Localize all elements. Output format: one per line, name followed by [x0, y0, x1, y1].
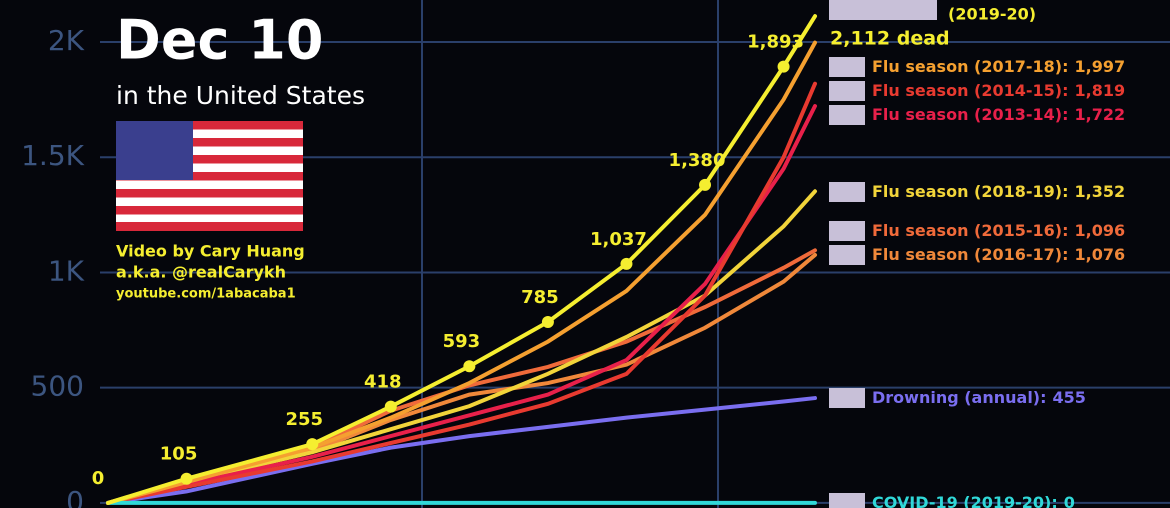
legend-name: Flu season (2018-19):	[872, 182, 1068, 201]
legend-label: Flu season (2018-19): 1,352	[872, 182, 1125, 201]
legend-name: COVID-19 (2019-20):	[872, 493, 1058, 508]
headline: Dec 10	[116, 9, 323, 72]
legend-label: COVID-19 (2019-20): 0	[872, 493, 1075, 508]
end-label: (2019-20)	[948, 5, 1036, 24]
legend-name: Flu season (2013-14):	[872, 105, 1068, 124]
legend-name: Flu season (2014-15):	[872, 81, 1068, 100]
legend-label: Flu season (2014-15): 1,819	[872, 81, 1125, 100]
legend-value: 0	[1064, 493, 1075, 508]
legend-name: Flu season (2016-17):	[872, 245, 1068, 264]
legend-icon	[829, 221, 865, 241]
point	[541, 315, 554, 328]
legend-icon	[829, 0, 937, 20]
legend-value: 1,997	[1074, 57, 1125, 76]
value-label: 2,112 dead	[830, 28, 950, 50]
point	[384, 400, 397, 413]
series-line	[106, 81, 817, 505]
legend-value: 1,096	[1074, 221, 1125, 240]
value-label: 1,037	[590, 229, 647, 250]
series-line	[106, 40, 817, 505]
legend-label: Flu season (2016-17): 1,076	[872, 245, 1125, 264]
value-label: 0	[92, 468, 105, 489]
legend-icon	[829, 182, 865, 202]
point	[463, 360, 476, 373]
legend-icon	[829, 388, 865, 408]
credit: a.k.a. @realCarykh	[116, 263, 286, 282]
legend-icon	[829, 493, 865, 508]
legend-value: 1,076	[1074, 245, 1125, 264]
y-tick-label: 500	[31, 370, 84, 403]
legend-label: Flu season (2017-18): 1,997	[872, 57, 1125, 76]
value-label: 255	[285, 409, 323, 430]
legend-name: Flu season (2015-16):	[872, 221, 1068, 240]
point	[180, 472, 193, 485]
y-tick-label: 2K	[48, 24, 85, 57]
legend-value: 1,819	[1074, 81, 1125, 100]
value-label: 105	[160, 444, 198, 465]
legend-icon	[829, 105, 865, 125]
series-line	[106, 189, 817, 505]
legend-value: 455	[1053, 388, 1086, 407]
value-label: 418	[364, 372, 402, 393]
flag	[116, 121, 303, 231]
series-line	[106, 396, 817, 505]
subheadline: in the United States	[116, 81, 365, 110]
point	[777, 60, 790, 73]
credit: youtube.com/1abacaba1	[116, 287, 296, 302]
legend-icon	[829, 57, 865, 77]
legend-value: 1,352	[1074, 182, 1125, 201]
value-label: 1,380	[669, 150, 726, 171]
legend-name: Drowning (annual):	[872, 388, 1047, 407]
point	[306, 438, 319, 451]
y-tick-label: 1K	[48, 254, 85, 287]
y-tick-label: 0	[66, 485, 84, 508]
legend-label: Flu season (2015-16): 1,096	[872, 221, 1125, 240]
y-tick-label: 1.5K	[21, 139, 85, 172]
value-label: 593	[443, 331, 481, 352]
legend-icon	[829, 245, 865, 265]
lines: 0 105 255 418 593 785 1,037 1,380 1,893	[92, 14, 817, 505]
credit: Video by Cary Huang	[116, 242, 305, 261]
value-label: 785	[521, 287, 559, 308]
legend-label: Drowning (annual): 455	[872, 388, 1086, 407]
point	[699, 178, 712, 191]
value-label: 1,893	[747, 32, 804, 53]
series-line	[106, 14, 817, 505]
legend-value: 1,722	[1074, 105, 1125, 124]
legend-name: Flu season (2017-18):	[872, 57, 1068, 76]
legend-label: Flu season (2013-14): 1,722	[872, 105, 1125, 124]
legend-icon	[829, 81, 865, 101]
legend: Drowning (annual): 455 Flu season (2016-17…	[829, 0, 1125, 508]
point	[620, 257, 633, 270]
